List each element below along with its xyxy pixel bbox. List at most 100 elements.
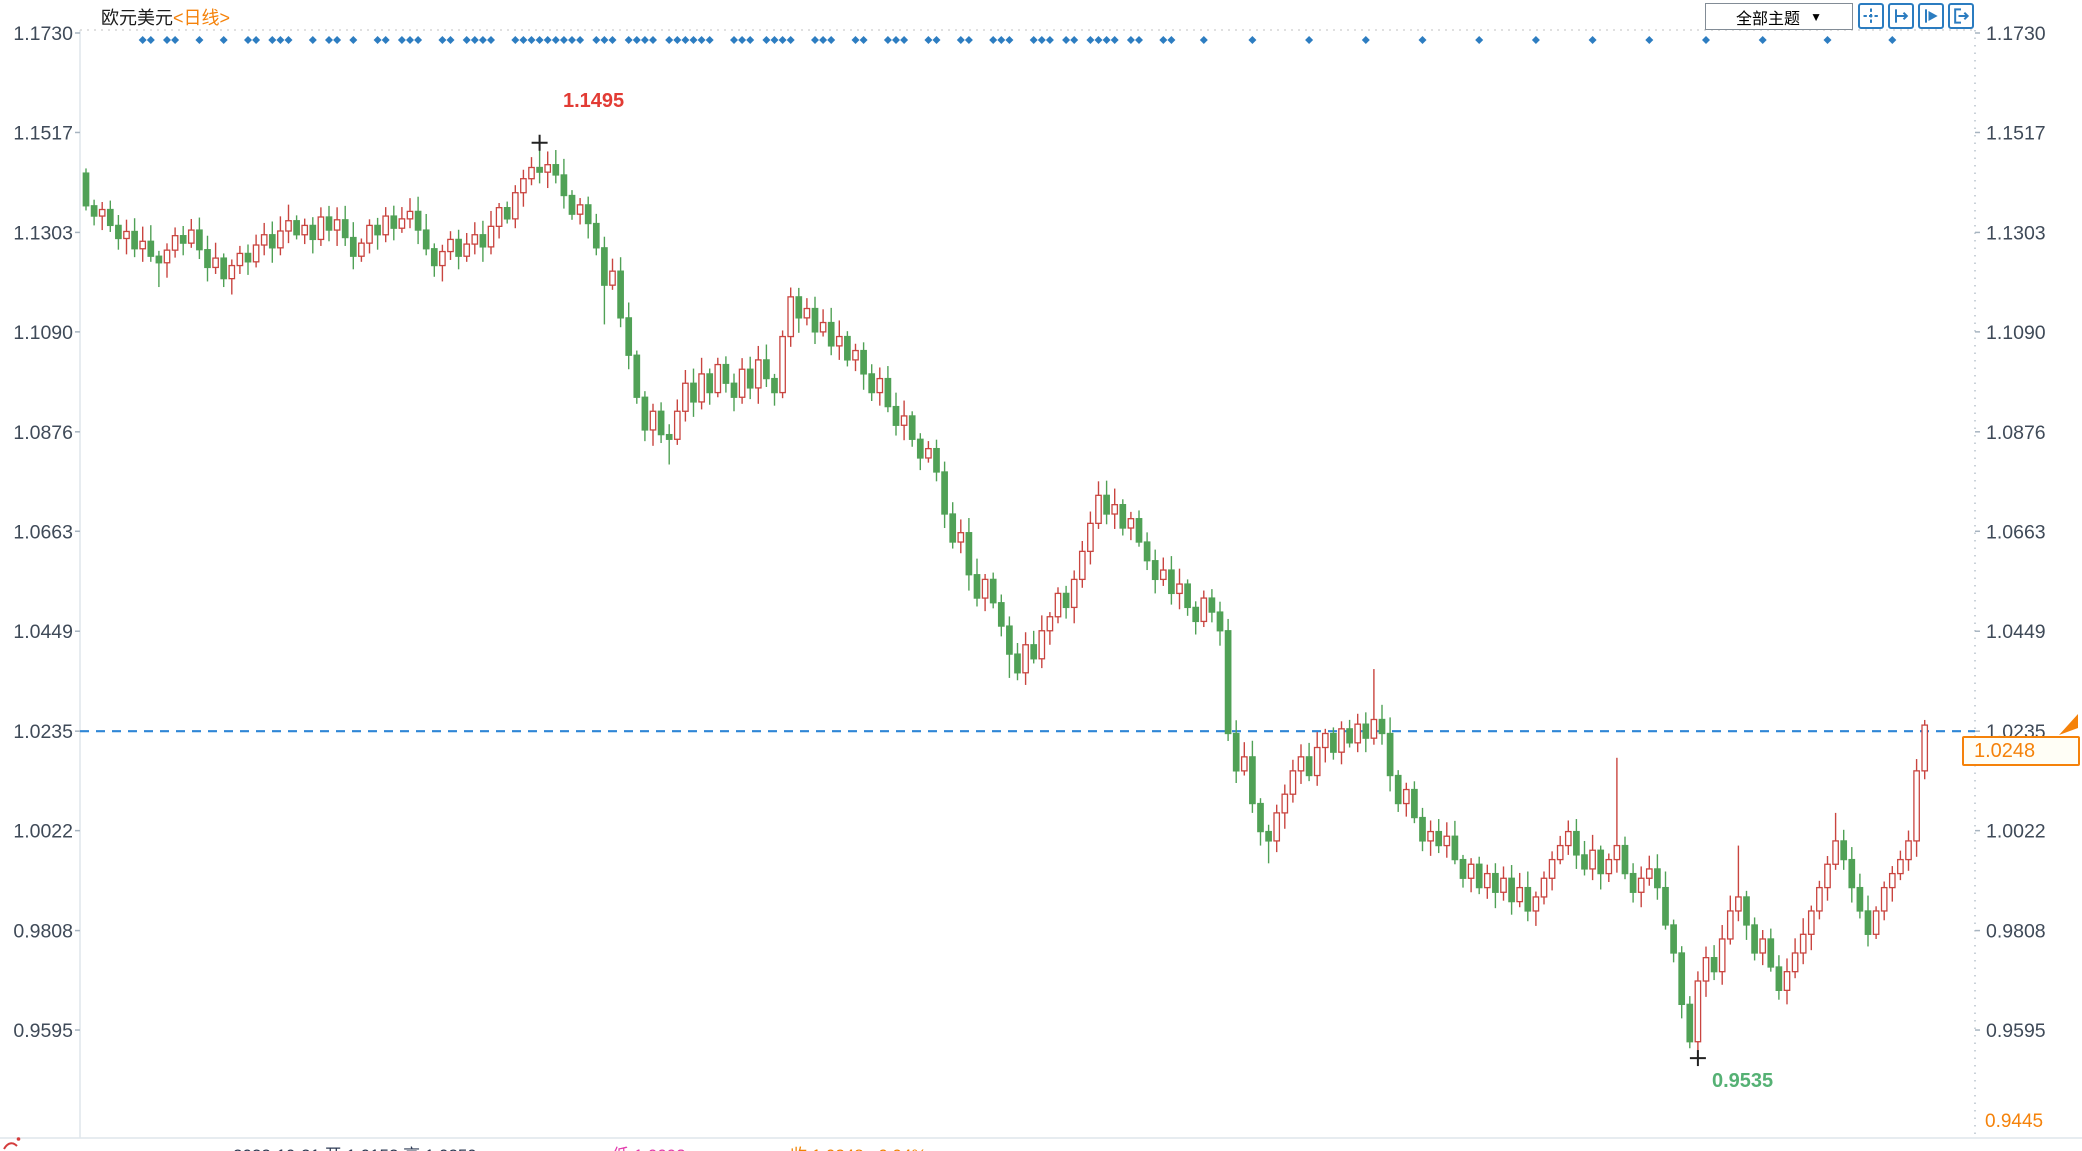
event-dot-icon xyxy=(462,36,471,44)
candle-body xyxy=(171,235,179,251)
event-dot-icon xyxy=(333,36,342,44)
candle-body xyxy=(455,238,462,257)
event-dot-icon xyxy=(665,36,674,44)
candle-body xyxy=(1888,872,1896,889)
candle-body xyxy=(139,240,147,250)
candle-body xyxy=(1678,952,1686,1006)
event-dot-icon xyxy=(1588,36,1597,44)
candle-body xyxy=(1151,560,1159,581)
candle-body xyxy=(1710,957,1718,973)
candle-body xyxy=(1702,957,1710,982)
candle-body xyxy=(1249,756,1256,805)
candle-body xyxy=(884,377,892,408)
y-axis-label-left: 1.1517 xyxy=(13,122,73,144)
event-dot-icon xyxy=(819,36,828,44)
event-dot-icon xyxy=(1094,36,1103,44)
y-axis-label-right: 0.9595 xyxy=(1986,1020,2046,1042)
candle-body xyxy=(941,471,948,515)
event-dot-icon xyxy=(381,36,390,44)
candle-body xyxy=(844,335,851,361)
event-dot-icon xyxy=(681,36,690,44)
y-axis-label-left: 1.0022 xyxy=(13,821,73,843)
candle-body xyxy=(1483,872,1491,889)
candle-body xyxy=(471,234,479,245)
event-dot-icon xyxy=(146,36,155,44)
candle-body xyxy=(1046,616,1054,632)
candle-body xyxy=(665,433,673,440)
candle-body xyxy=(1038,630,1046,660)
event-dot-icon xyxy=(1159,36,1168,44)
period-tag: <日线> xyxy=(173,8,231,28)
candle-body xyxy=(277,230,284,249)
candle-body xyxy=(1062,592,1070,609)
crosshair-tool-button[interactable] xyxy=(1858,3,1884,29)
play-forward-button[interactable] xyxy=(1918,3,1944,29)
candle-body xyxy=(447,238,454,253)
high-cross-marker xyxy=(531,134,548,151)
event-dot-icon xyxy=(1037,36,1046,44)
event-dot-icon xyxy=(705,36,714,44)
candle-body xyxy=(1913,770,1920,842)
event-dot-icon xyxy=(138,36,147,44)
candle-body xyxy=(706,373,714,394)
candle-body xyxy=(1629,872,1637,893)
candle-body xyxy=(763,359,770,380)
event-dot-icon xyxy=(1029,36,1038,44)
event-dot-icon xyxy=(811,36,819,44)
candle-body xyxy=(1872,910,1880,935)
candle-body xyxy=(771,377,778,394)
candle-body xyxy=(981,578,989,599)
y-axis-label-right: 1.1090 xyxy=(1986,322,2046,344)
event-dot-icon xyxy=(1418,36,1427,44)
candle-body xyxy=(576,204,584,215)
event-dot-icon xyxy=(689,36,698,44)
fit-axis-left-button[interactable] xyxy=(1888,3,1914,29)
event-dot-icon xyxy=(511,36,520,44)
candle-body xyxy=(1346,728,1353,744)
event-dot-icon xyxy=(1005,36,1014,44)
export-right-button[interactable] xyxy=(1948,3,1974,29)
candle-body xyxy=(1524,886,1532,912)
event-dot-icon xyxy=(276,36,285,44)
event-dot-icon xyxy=(1070,36,1079,44)
event-dot-icon xyxy=(956,36,965,44)
y-axis-label-right: 1.0663 xyxy=(1986,521,2046,543)
candle-body xyxy=(1751,924,1758,954)
candle-body xyxy=(552,164,560,176)
candle-body xyxy=(1143,541,1151,562)
event-dot-icon xyxy=(1086,36,1095,44)
candle-body xyxy=(957,532,965,543)
candle-body xyxy=(1864,910,1872,935)
event-dot-icon xyxy=(171,36,180,44)
candle-body xyxy=(1921,724,1929,772)
candle-body xyxy=(1880,886,1888,912)
event-dot-icon xyxy=(568,36,576,44)
candle-body xyxy=(1532,896,1540,912)
candle-body xyxy=(503,207,511,220)
y-axis-label-right: 1.1303 xyxy=(1986,222,2046,244)
candle-body xyxy=(925,447,932,459)
candle-body xyxy=(1070,578,1078,609)
candle-body xyxy=(973,574,981,599)
event-dot-icon xyxy=(632,36,641,44)
event-dot-icon xyxy=(786,36,795,44)
pen-icon[interactable] xyxy=(2,1135,24,1151)
event-dot-icon xyxy=(446,36,455,44)
candle-body xyxy=(528,166,535,180)
candle-body xyxy=(252,244,260,263)
crosshair-icon xyxy=(1863,8,1879,24)
theme-selector-dropdown[interactable]: 全部主题 ▼ xyxy=(1705,3,1853,30)
candle-body xyxy=(511,192,519,220)
y-axis-label-left: 0.9808 xyxy=(13,921,73,943)
candle-body xyxy=(1832,840,1839,865)
candle-body xyxy=(244,252,252,263)
candle-body xyxy=(625,317,633,356)
candle-body xyxy=(1662,886,1669,926)
event-dot-icon xyxy=(559,36,568,44)
event-dot-icon xyxy=(1475,36,1484,44)
candle-body xyxy=(1257,802,1264,833)
candle-body xyxy=(649,410,657,431)
candle-body xyxy=(414,210,422,231)
